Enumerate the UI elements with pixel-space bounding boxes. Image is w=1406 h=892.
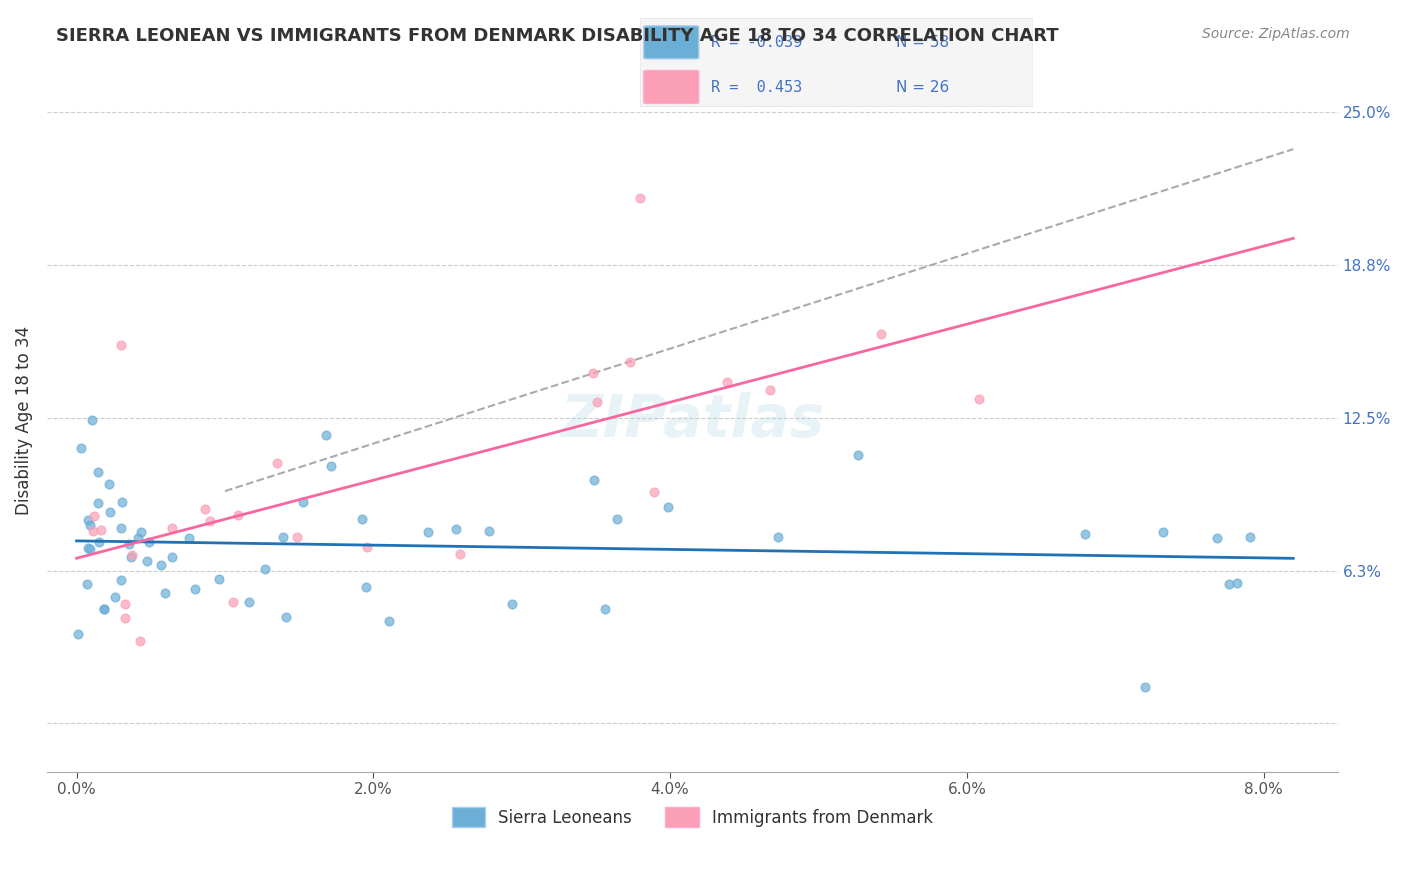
Text: R = -0.039: R = -0.039 bbox=[710, 36, 801, 50]
Point bbox=[716, 375, 738, 389]
Text: R =  0.453: R = 0.453 bbox=[710, 80, 801, 95]
Point bbox=[184, 582, 207, 597]
Point bbox=[93, 601, 115, 615]
Point bbox=[67, 626, 90, 640]
Point bbox=[110, 521, 132, 535]
Text: ZIPatlas: ZIPatlas bbox=[560, 392, 824, 449]
Point bbox=[444, 522, 467, 536]
Y-axis label: Disability Age 18 to 34: Disability Age 18 to 34 bbox=[15, 326, 32, 515]
Point bbox=[129, 524, 152, 539]
Point bbox=[606, 512, 628, 526]
Point bbox=[77, 513, 100, 527]
Point bbox=[477, 524, 499, 538]
Point bbox=[110, 337, 132, 351]
Point bbox=[150, 558, 173, 573]
Point bbox=[177, 531, 200, 545]
Point bbox=[292, 495, 315, 509]
Point bbox=[160, 521, 183, 535]
Point bbox=[198, 514, 221, 528]
Point bbox=[1153, 524, 1175, 539]
Point bbox=[114, 597, 136, 611]
Point bbox=[628, 191, 651, 205]
Point bbox=[501, 597, 523, 611]
Point bbox=[120, 550, 142, 565]
Point bbox=[97, 477, 120, 491]
FancyBboxPatch shape bbox=[644, 70, 699, 103]
Point bbox=[93, 602, 115, 616]
Point bbox=[271, 530, 294, 544]
Point bbox=[759, 383, 782, 397]
Point bbox=[76, 577, 98, 591]
Point bbox=[1073, 527, 1095, 541]
Point bbox=[221, 595, 243, 609]
Point bbox=[82, 413, 104, 427]
Point bbox=[285, 530, 308, 544]
Point bbox=[162, 549, 184, 564]
Point bbox=[1218, 577, 1240, 591]
Point bbox=[83, 509, 105, 524]
Point bbox=[136, 554, 159, 568]
Point bbox=[82, 524, 104, 538]
Point bbox=[846, 448, 869, 462]
Point bbox=[581, 366, 603, 380]
Point bbox=[77, 541, 100, 555]
Point bbox=[79, 518, 101, 533]
Point bbox=[315, 428, 337, 442]
Point bbox=[118, 537, 141, 551]
Point bbox=[350, 512, 373, 526]
Point bbox=[104, 591, 127, 605]
Point bbox=[114, 611, 136, 625]
Point bbox=[194, 502, 217, 516]
Point bbox=[449, 547, 471, 561]
Text: N = 58: N = 58 bbox=[896, 36, 949, 50]
FancyBboxPatch shape bbox=[644, 26, 699, 59]
Point bbox=[138, 534, 160, 549]
Point bbox=[657, 500, 679, 514]
Point bbox=[226, 508, 249, 522]
Point bbox=[319, 459, 342, 474]
Point bbox=[416, 524, 439, 539]
Point bbox=[643, 484, 665, 499]
Point bbox=[274, 610, 297, 624]
Point bbox=[90, 523, 112, 537]
Point bbox=[1133, 680, 1156, 694]
Point bbox=[128, 634, 150, 648]
Point bbox=[619, 354, 641, 368]
Point bbox=[586, 394, 609, 409]
Point bbox=[110, 573, 132, 587]
Point bbox=[87, 465, 110, 479]
FancyBboxPatch shape bbox=[640, 18, 1033, 107]
Point bbox=[100, 505, 122, 519]
Point bbox=[1205, 531, 1227, 545]
Point bbox=[155, 585, 177, 599]
Point bbox=[79, 542, 101, 557]
Point bbox=[967, 392, 990, 406]
Point bbox=[238, 594, 260, 608]
Point bbox=[870, 327, 893, 342]
Point bbox=[377, 614, 399, 628]
Legend: Sierra Leoneans, Immigrants from Denmark: Sierra Leoneans, Immigrants from Denmark bbox=[444, 800, 939, 834]
Text: SIERRA LEONEAN VS IMMIGRANTS FROM DENMARK DISABILITY AGE 18 TO 34 CORRELATION CH: SIERRA LEONEAN VS IMMIGRANTS FROM DENMAR… bbox=[56, 27, 1059, 45]
Point bbox=[266, 456, 288, 470]
Point bbox=[127, 531, 149, 545]
Point bbox=[1226, 575, 1249, 590]
Point bbox=[207, 573, 229, 587]
Point bbox=[356, 540, 378, 554]
Point bbox=[87, 496, 110, 510]
Point bbox=[70, 441, 93, 455]
Point bbox=[766, 530, 789, 544]
Point bbox=[593, 602, 616, 616]
Point bbox=[354, 580, 377, 594]
Point bbox=[582, 474, 605, 488]
Point bbox=[121, 548, 143, 562]
Point bbox=[111, 494, 134, 508]
Point bbox=[1239, 530, 1261, 544]
Text: Source: ZipAtlas.com: Source: ZipAtlas.com bbox=[1202, 27, 1350, 41]
Text: N = 26: N = 26 bbox=[896, 80, 949, 95]
Point bbox=[254, 562, 277, 576]
Point bbox=[89, 534, 111, 549]
